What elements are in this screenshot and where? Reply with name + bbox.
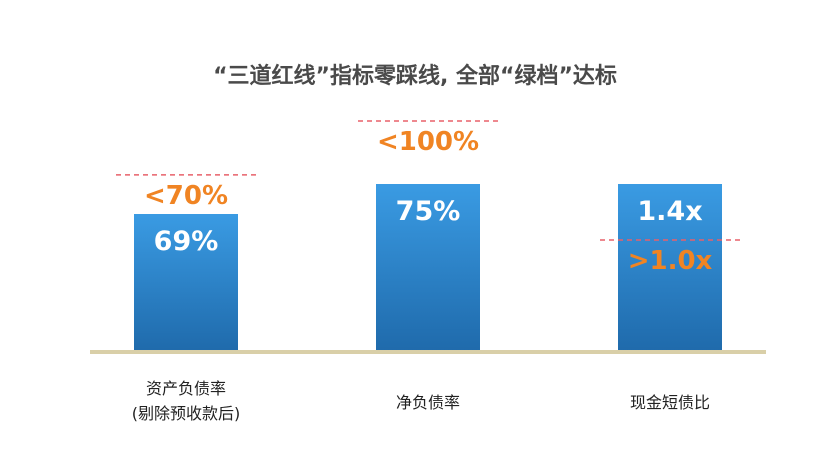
bar bbox=[618, 184, 722, 352]
baseline-axis bbox=[90, 350, 766, 354]
bar-value-label: 69% bbox=[154, 226, 219, 257]
category-label: 现金短债比 bbox=[629, 393, 710, 412]
threshold-label: <70% bbox=[144, 181, 228, 211]
bar bbox=[376, 184, 480, 352]
bar-value-label: 1.4x bbox=[637, 196, 702, 227]
threshold-label: <100% bbox=[377, 127, 479, 157]
bar bbox=[134, 214, 238, 352]
category-label: 净负债率 bbox=[395, 393, 460, 412]
category-label: 资产负债率 (剔除预收款后) bbox=[131, 379, 241, 423]
chart-title: “三道红线”指标零踩线, 全部“绿档”达标 bbox=[213, 64, 617, 89]
threshold-label: >1.0x bbox=[628, 246, 713, 276]
bar-value-label: 75% bbox=[396, 196, 461, 227]
